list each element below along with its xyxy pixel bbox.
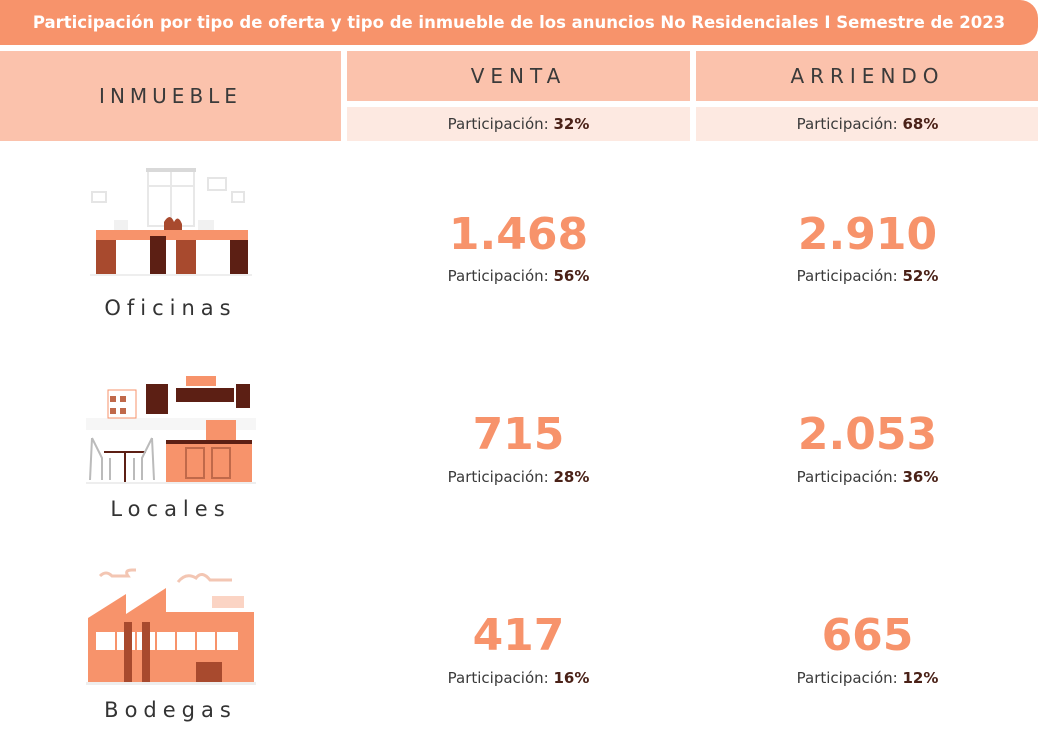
title-bar bbox=[0, 0, 1038, 45]
arriendo-pct-bodegas: 12% bbox=[902, 669, 939, 687]
arriendo-value-bodegas: 665 bbox=[821, 610, 914, 661]
coffee-shop-illustration-icon bbox=[86, 376, 256, 484]
venta-value-bodegas: 417 bbox=[472, 610, 565, 661]
warehouse-illustration-icon bbox=[86, 568, 256, 685]
venta-pct-locales: 28% bbox=[553, 468, 590, 486]
venta-total-pct: 32% bbox=[553, 115, 590, 133]
header-arriendo-share: Participación: 68% bbox=[696, 107, 1038, 141]
venta-pct-bodegas: 16% bbox=[553, 669, 590, 687]
header-inmueble-label: INMUEBLE bbox=[99, 84, 242, 108]
header-venta: VENTA bbox=[347, 51, 690, 101]
arriendo-share-bodegas: Participación: 12% bbox=[696, 669, 1038, 687]
row-label-locales: Locales bbox=[110, 497, 231, 521]
arriendo-share-locales: Participación: 36% bbox=[696, 468, 1038, 486]
arriendo-value-oficinas: 2.910 bbox=[797, 209, 938, 260]
venta-value-oficinas: 1.468 bbox=[448, 209, 589, 260]
participacion-label: Participación: bbox=[447, 468, 549, 486]
header-venta-share: Participación: 32% bbox=[347, 107, 690, 141]
arriendo-total-pct: 68% bbox=[902, 115, 939, 133]
participacion-label: Participación: bbox=[447, 267, 549, 285]
participacion-label: Participación: bbox=[447, 115, 549, 133]
header-arriendo-label: ARRIENDO bbox=[790, 64, 945, 88]
venta-pct-oficinas: 56% bbox=[553, 267, 590, 285]
venta-share-locales: Participación: 28% bbox=[347, 468, 690, 486]
venta-value-locales: 715 bbox=[472, 409, 565, 460]
participacion-label: Participación: bbox=[796, 115, 898, 133]
header-inmueble: INMUEBLE bbox=[0, 51, 341, 141]
header-arriendo: ARRIENDO bbox=[696, 51, 1038, 101]
venta-share-oficinas: Participación: 56% bbox=[347, 267, 690, 285]
participacion-label: Participación: bbox=[447, 669, 549, 687]
arriendo-value-locales: 2.053 bbox=[797, 409, 938, 460]
header-venta-label: VENTA bbox=[470, 64, 567, 88]
participacion-label: Participación: bbox=[796, 267, 898, 285]
participacion-label: Participación: bbox=[796, 468, 898, 486]
page-title: Participación por tipo de oferta y tipo … bbox=[32, 13, 1006, 32]
arriendo-pct-locales: 36% bbox=[902, 468, 939, 486]
row-label-oficinas: Oficinas bbox=[104, 296, 237, 320]
arriendo-share-oficinas: Participación: 52% bbox=[696, 267, 1038, 285]
row-label-bodegas: Bodegas bbox=[104, 698, 237, 722]
participacion-label: Participación: bbox=[796, 669, 898, 687]
office-illustration-icon bbox=[90, 168, 252, 276]
arriendo-pct-oficinas: 52% bbox=[902, 267, 939, 285]
venta-share-bodegas: Participación: 16% bbox=[347, 669, 690, 687]
